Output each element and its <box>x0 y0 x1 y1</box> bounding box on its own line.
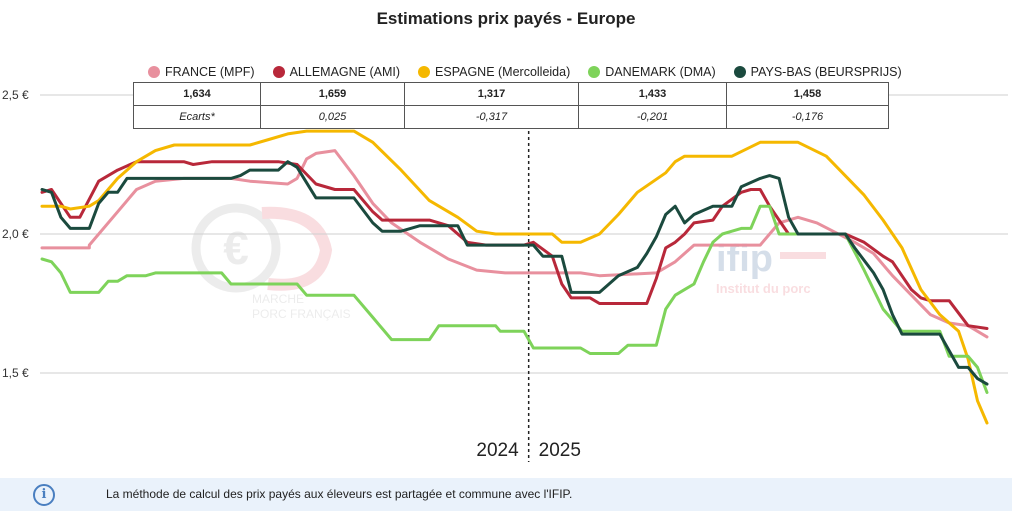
ecart-allemagne: 0,025 <box>260 105 405 129</box>
stats-table: 1,634 1,659 1,317 1,433 1,458 Ecarts* 0,… <box>133 82 889 129</box>
ecart-espagne: -0,317 <box>404 105 579 129</box>
legend-label-danemark: DANEMARK (DMA) <box>605 65 716 79</box>
watermark-marche: MARCHE <box>252 292 304 306</box>
legend-label-espagne: ESPAGNE (Mercolleida) <box>435 65 571 79</box>
year-labels: 2024 2025 <box>476 440 581 461</box>
legend-label-allemagne: ALLEMAGNE (AMI) <box>289 65 401 79</box>
ecart-danemark: -0,201 <box>578 105 727 129</box>
legend-dot-pays-bas <box>733 66 746 78</box>
info-text: La méthode de calcul des prix payés aux … <box>106 487 573 501</box>
line-chart: € MARCHE PORC FRANÇAIS ifip Institut du … <box>2 88 1008 462</box>
value-espagne: 1,317 <box>404 82 579 106</box>
legend-label-pays-bas: PAYS-BAS (BEURSPRIJS) <box>750 65 902 79</box>
ifip-logo: ifip Institut du porc <box>716 238 826 296</box>
watermark-institut: Institut du porc <box>716 281 811 296</box>
watermark-porc-francais: PORC FRANÇAIS <box>252 307 351 321</box>
series-lines <box>40 129 989 425</box>
legend-dot-danemark <box>588 66 601 78</box>
info-bar: i La méthode de calcul des prix payés au… <box>0 478 1012 511</box>
legend-dot-espagne <box>418 66 431 78</box>
legend-dot-allemagne <box>272 66 285 78</box>
table-row-values: 1,634 1,659 1,317 1,433 1,458 <box>133 82 889 106</box>
legend-item-pays-bas: PAYS-BAS (BEURSPRIJS) <box>733 65 902 79</box>
legend-item-danemark: DANEMARK (DMA) <box>588 65 716 79</box>
series-line-espagne <box>40 129 989 425</box>
value-allemagne: 1,659 <box>260 82 405 106</box>
y-tick-label: 2,5 € <box>2 88 29 102</box>
chart-title: Estimations prix payés - Europe <box>376 9 636 28</box>
y-tick-label: 2,0 € <box>2 227 29 241</box>
series-line-allemagne <box>40 160 989 330</box>
value-france: 1,634 <box>133 82 261 106</box>
y-axis: 2,5 € 2,0 € 1,5 € <box>2 88 29 380</box>
value-pays-bas: 1,458 <box>726 82 889 106</box>
ecart-pays-bas: -0,176 <box>726 105 889 129</box>
y-tick-label: 1,5 € <box>2 366 29 380</box>
legend-item-france: FRANCE (MPF) <box>148 65 255 79</box>
watermarks: € MARCHE PORC FRANÇAIS ifip Institut du … <box>191 203 826 321</box>
series-line-pays-bas <box>40 160 989 386</box>
year-label-left: 2024 <box>476 440 519 461</box>
value-danemark: 1,433 <box>578 82 727 106</box>
year-label-right: 2025 <box>539 440 581 461</box>
legend-item-espagne: ESPAGNE (Mercolleida) <box>418 65 570 79</box>
legend: FRANCE (MPF) ALLEMAGNE (AMI) ESPAGNE (Me… <box>148 63 902 81</box>
info-icon[interactable]: i <box>33 484 55 506</box>
marche-porc-logo: € MARCHE PORC FRANÇAIS <box>191 203 351 321</box>
legend-label-france: FRANCE (MPF) <box>165 65 255 79</box>
svg-text:€: € <box>223 222 249 274</box>
legend-item-allemagne: ALLEMAGNE (AMI) <box>272 65 401 79</box>
table-row-ecarts: Ecarts* 0,025 -0,317 -0,201 -0,176 <box>133 105 889 129</box>
ecarts-label: Ecarts* <box>133 105 261 129</box>
legend-dot-france <box>148 66 160 78</box>
